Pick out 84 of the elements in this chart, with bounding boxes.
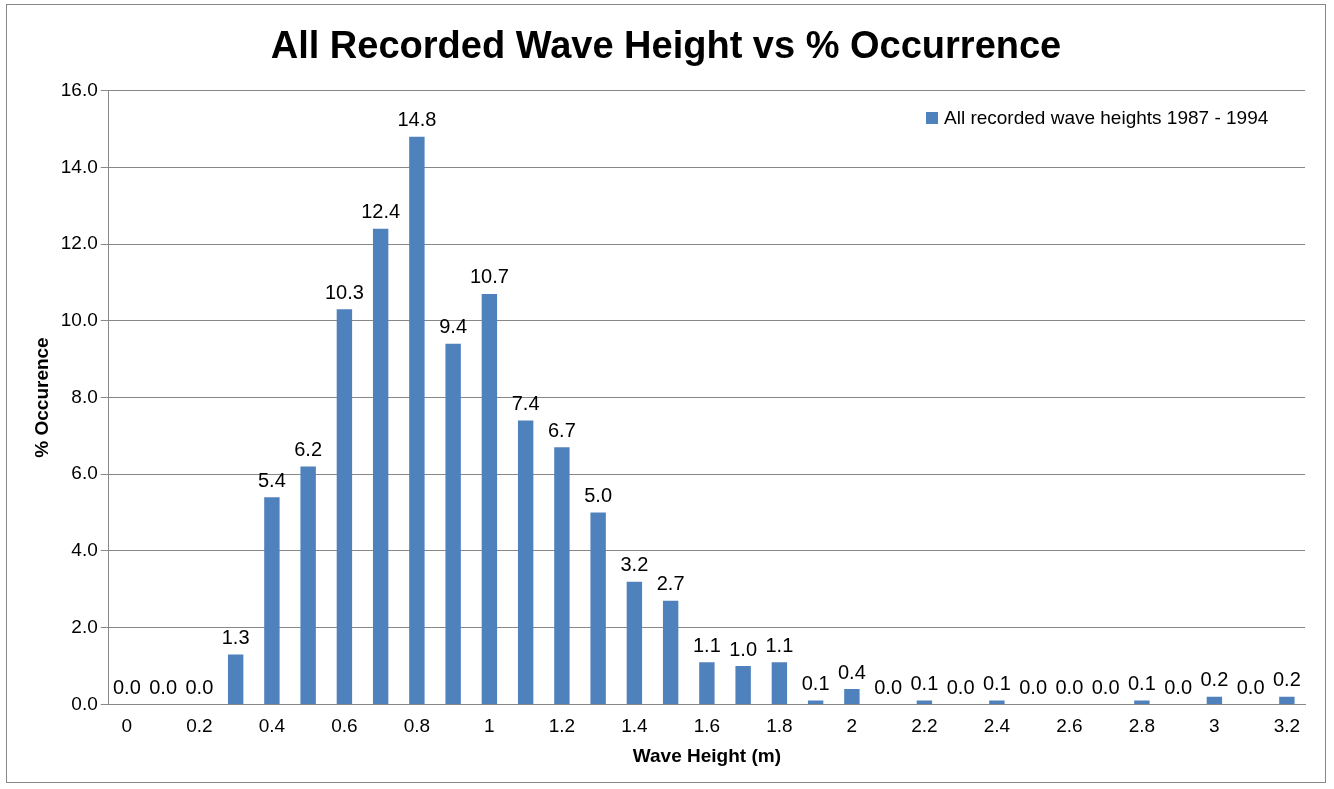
data-label: 0.0 [113, 675, 141, 698]
bar [1206, 696, 1223, 704]
data-label: 0.2 [1200, 668, 1229, 691]
x-tick-label: 2.4 [983, 715, 1011, 737]
data-label: 0.0 [1164, 675, 1193, 698]
x-tick-label: 3.2 [1273, 715, 1301, 737]
data-label: 0.1 [1127, 672, 1156, 695]
data-label: 10.3 [324, 280, 364, 303]
legend-label: All recorded wave heights 1987 - 1994 [944, 105, 1269, 130]
data-label: 0.1 [910, 672, 939, 695]
x-tick-label: 1.4 [621, 715, 649, 737]
data-label: 1.1 [692, 633, 721, 656]
bar [590, 512, 606, 704]
x-tick-label: 0 [121, 715, 133, 737]
data-label: 10.7 [469, 265, 509, 288]
x-axis-title: Wave Height (m) [632, 744, 781, 766]
data-label: 1.0 [729, 637, 758, 660]
y-tick-label: 16.0 [60, 78, 98, 100]
x-tick-label: 1.6 [693, 715, 721, 737]
x-tick-label: 0.8 [403, 715, 431, 737]
x-tick-label: 0.2 [186, 715, 213, 737]
x-tick-label: 2.6 [1056, 715, 1083, 737]
y-tick-label: 14.0 [60, 155, 98, 177]
data-label: 6.2 [294, 438, 323, 461]
x-tick-label: 3 [1209, 715, 1220, 737]
data-label: 0.0 [946, 675, 975, 698]
data-label: 5.4 [257, 468, 286, 491]
x-tick-label: 1.8 [766, 715, 793, 737]
data-label: 14.8 [397, 108, 437, 131]
data-label: 7.4 [511, 392, 540, 415]
chart-title: All Recorded Wave Height vs % Occurrence [270, 24, 1062, 67]
data-label: 2.7 [656, 572, 685, 595]
y-tick-label: 6.0 [71, 462, 98, 484]
bar [227, 654, 244, 704]
data-label: 0.0 [149, 675, 178, 698]
data-label: 0.0 [1091, 675, 1120, 698]
y-axis-title: % Occurence [30, 337, 52, 458]
data-label: 0.0 [185, 675, 214, 698]
data-label: 5.0 [584, 484, 613, 507]
data-label: 3.2 [620, 553, 649, 576]
data-label: 0.0 [874, 675, 903, 698]
data-label: 1.3 [221, 626, 250, 649]
data-label: 12.4 [361, 200, 401, 223]
x-tick-label: 0.6 [331, 715, 358, 737]
bar [554, 447, 570, 704]
y-tick-label: 0.0 [71, 692, 98, 714]
data-label: 6.7 [547, 418, 576, 441]
bar [372, 228, 389, 704]
y-tick-label: 4.0 [71, 539, 98, 561]
bar [517, 420, 534, 704]
bar [1134, 700, 1150, 704]
data-label: 0.0 [1055, 675, 1084, 698]
x-tick-label: 1.2 [548, 715, 576, 737]
x-tick-label: 2 [846, 715, 858, 737]
x-tick-label: 2.2 [911, 715, 938, 737]
bar [264, 497, 280, 704]
x-tick-label: 1 [484, 715, 495, 737]
data-label: 1.1 [765, 633, 794, 656]
bar [336, 309, 353, 704]
bar [445, 343, 461, 704]
bar [735, 666, 751, 704]
bar [844, 689, 860, 704]
x-tick-label: 0.4 [258, 715, 286, 737]
y-tick-label: 8.0 [71, 385, 98, 407]
y-tick-label: 2.0 [71, 615, 98, 637]
data-label: 0.2 [1272, 668, 1301, 691]
y-tick-label: 10.0 [60, 309, 98, 331]
bar [989, 700, 1005, 704]
data-label: 0.4 [837, 660, 866, 683]
x-tick-label: 2.8 [1128, 715, 1156, 737]
y-tick-label: 12.0 [60, 232, 98, 254]
bar [626, 581, 643, 704]
bar [662, 600, 679, 704]
data-label: 0.1 [801, 672, 830, 695]
data-label: 0.1 [982, 672, 1011, 695]
bar [771, 662, 788, 704]
bar [300, 466, 316, 704]
data-label: 0.0 [1236, 675, 1265, 698]
data-label: 9.4 [439, 315, 468, 338]
bar [699, 662, 715, 704]
bar [481, 293, 498, 704]
bar [409, 136, 425, 704]
bar [1279, 696, 1295, 704]
data-label: 0.0 [1019, 675, 1048, 698]
